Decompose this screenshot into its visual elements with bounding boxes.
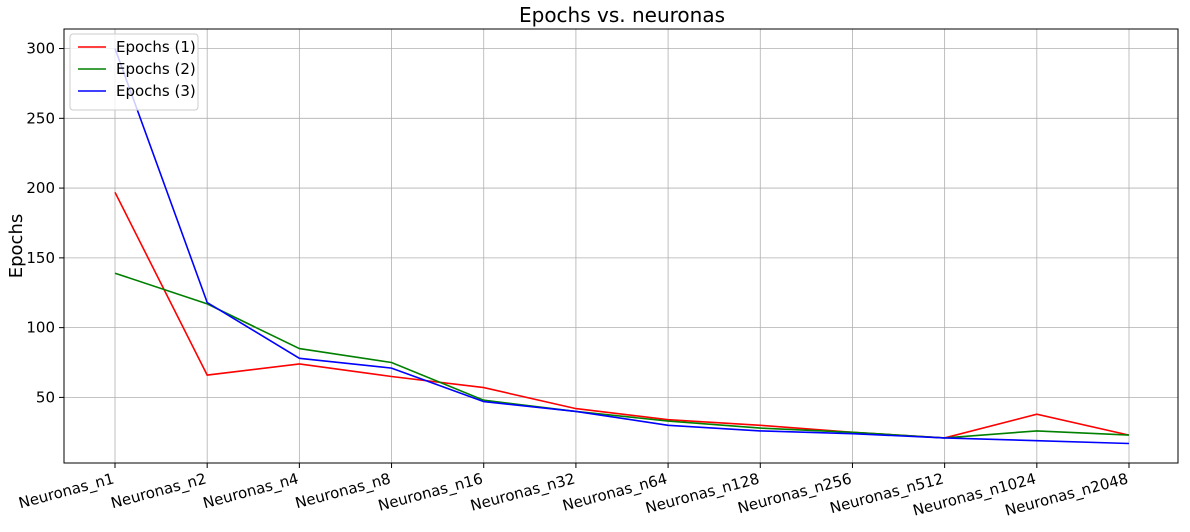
y-tick-label: 50 [36, 388, 55, 406]
series-line-2 [114, 272, 1130, 439]
y-tick-label: 100 [26, 319, 55, 337]
series-line-1 [114, 191, 1130, 439]
y-axis-ticks: 50 100 150 200 250 300 [26, 40, 64, 406]
legend-label: Epochs (1) [116, 38, 196, 56]
y-tick-label: 150 [26, 249, 55, 267]
y-tick-label: 250 [26, 109, 55, 127]
x-tick-label: Neuronas_n32 [468, 469, 577, 515]
series-line-3 [114, 48, 1130, 445]
grid [64, 29, 1178, 463]
y-tick-label: 300 [26, 40, 55, 58]
x-tick-label: Neuronas_n16 [376, 469, 485, 515]
legend-label: Epochs (2) [116, 60, 196, 78]
legend-label: Epochs (3) [116, 82, 196, 100]
y-tick-label: 200 [26, 179, 55, 197]
chart-title: Epochs vs. neuronas [519, 3, 725, 27]
series-lines [114, 48, 1130, 445]
x-tick-label: Neuronas_n1 [17, 469, 117, 513]
legend: Epochs (1) Epochs (2) Epochs (3) [69, 33, 199, 111]
x-tick-label: Neuronas_n2 [109, 469, 209, 513]
y-axis-label: Epochs [6, 214, 27, 279]
x-tick-label: Neuronas_n4 [201, 469, 301, 513]
plot-frame [63, 28, 1179, 464]
